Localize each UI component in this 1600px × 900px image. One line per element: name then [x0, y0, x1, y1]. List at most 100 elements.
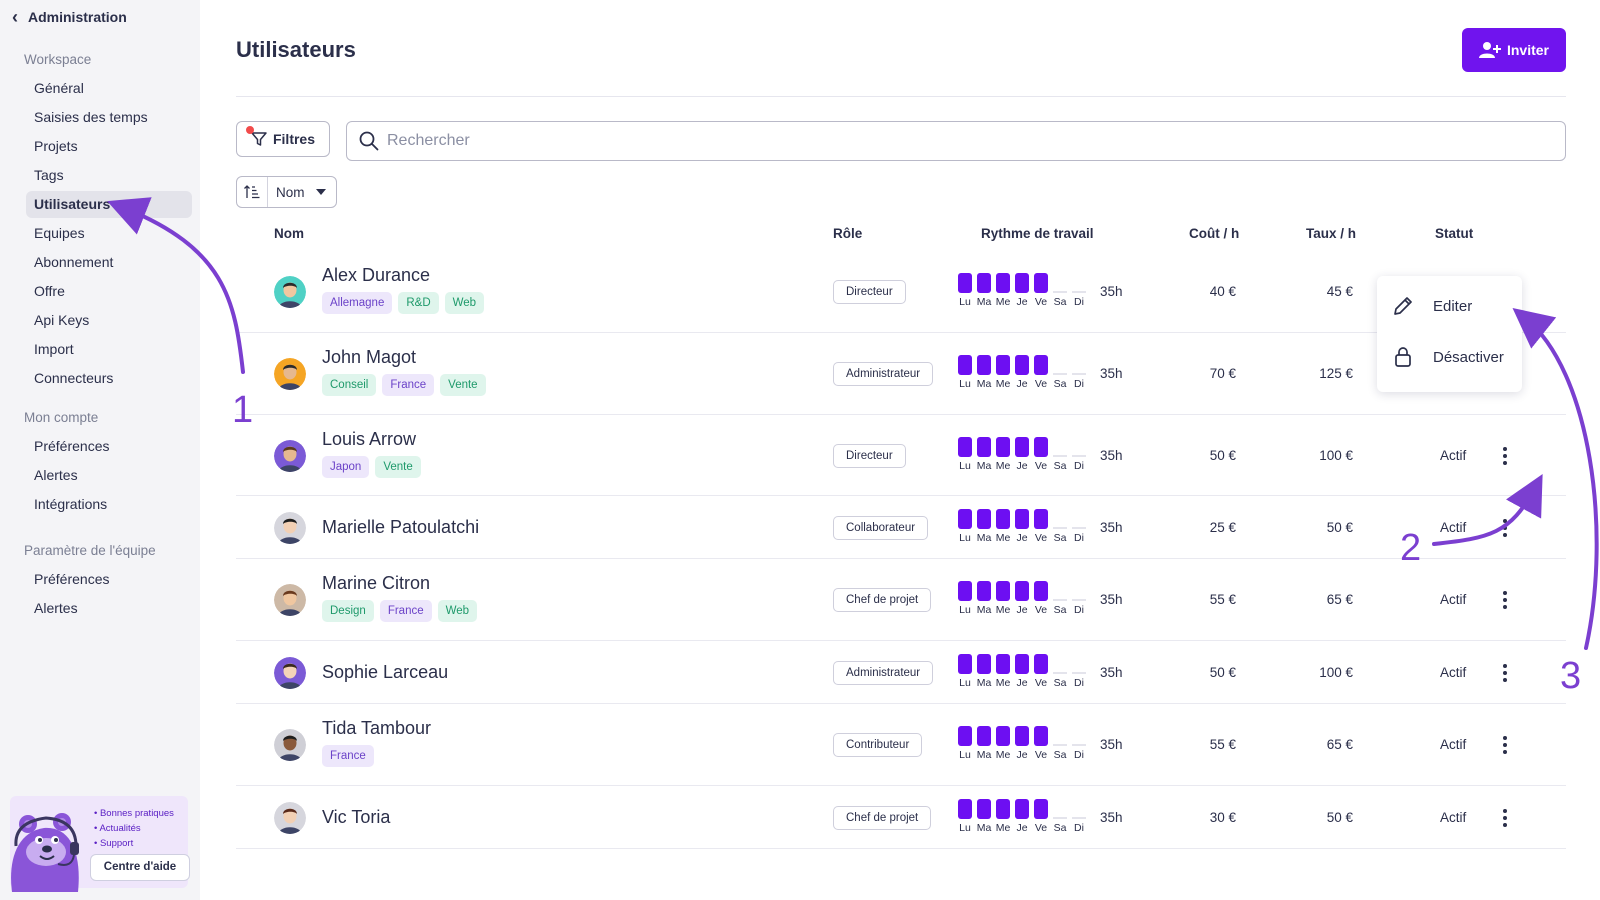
sidebar-item-alertes[interactable]: Alertes	[34, 600, 78, 616]
user-name[interactable]: Sophie Larceau	[322, 661, 449, 682]
sidebar-item-g-n-ral[interactable]: Général	[34, 80, 84, 96]
user-name[interactable]: John Magot	[322, 347, 417, 367]
day-bar	[977, 273, 991, 293]
table-row[interactable]: John Magot Conseil France Vente Administrate…	[236, 333, 1566, 415]
user-name[interactable]: Alex Durance	[322, 265, 431, 285]
day-bar	[1034, 726, 1048, 746]
sidebar-item-pr-f-rences[interactable]: Préférences	[34, 571, 110, 587]
table-row[interactable]: Marielle Patoulatchi Collaborateur Lu Ma Me J…	[236, 496, 1566, 559]
table-row[interactable]: Marine Citron Design France Web Chef de proj…	[236, 559, 1566, 641]
help-link[interactable]: • Bonnes pratiques	[94, 808, 174, 819]
sidebar-section-title: Paramètre de l'équipe	[24, 543, 156, 558]
role-badge: Directeur	[833, 443, 906, 468]
sidebar-item-abonnement[interactable]: Abonnement	[34, 254, 114, 270]
sidebar-item-connecteurs[interactable]: Connecteurs	[34, 370, 114, 386]
day-bar	[977, 581, 991, 601]
day-label: Lu	[959, 604, 971, 616]
add-user-icon	[1478, 42, 1501, 58]
column-header-work-rhythm[interactable]: Rythme de travail	[981, 226, 1094, 241]
search-input[interactable]	[387, 132, 1487, 150]
role-badge: Chef de projet	[833, 588, 932, 612]
day-label: Je	[1016, 676, 1028, 689]
edit-menu-item[interactable]: Editer	[1377, 284, 1522, 328]
tag-chip: Vente	[440, 374, 486, 396]
more-actions-icon[interactable]	[1496, 661, 1514, 685]
user-name[interactable]: Tida Tambour	[322, 718, 432, 738]
table-row[interactable]: Vic Toria Chef de projet Lu Ma Me Je Ve Sa Di 35h…	[236, 786, 1566, 849]
more-actions-icon[interactable]	[1496, 806, 1514, 830]
sidebar-item-int-grations[interactable]: Intégrations	[34, 496, 108, 512]
day-bar	[1015, 726, 1029, 746]
sidebar-item-offre[interactable]: Offre	[34, 283, 65, 299]
sidebar-item-alertes[interactable]: Alertes	[34, 467, 78, 483]
sidebar-item-import[interactable]: Import	[34, 341, 74, 357]
help-link[interactable]: • Actualités	[94, 823, 141, 834]
page-title: Utilisateurs	[236, 37, 356, 62]
day-label: Je	[1016, 459, 1028, 472]
user-name[interactable]: Louis Arrow	[322, 429, 417, 449]
column-header-role[interactable]: Rôle	[833, 226, 863, 241]
help-link[interactable]: • Support	[94, 838, 134, 849]
sidebar-item-equipes[interactable]: Equipes	[34, 225, 85, 241]
sidebar-item-projets[interactable]: Projets	[34, 138, 78, 154]
main-content: Utilisateurs Inviter Filtres	[236, 0, 1566, 900]
invite-button[interactable]: Inviter	[1462, 28, 1566, 72]
column-header-cost[interactable]: Coût / h	[1189, 226, 1240, 241]
user-name[interactable]: Marielle Patoulatchi	[322, 516, 480, 537]
more-actions-icon[interactable]	[1496, 444, 1514, 468]
day-label: Je	[1016, 531, 1028, 544]
hours: 35h	[1100, 592, 1123, 607]
rate-value: 100 €	[1319, 664, 1353, 680]
day-label: Di	[1074, 604, 1084, 616]
day-label: Di	[1074, 378, 1084, 390]
sort-ascending-icon[interactable]	[237, 177, 268, 207]
table-row[interactable]: Alex Durance Allemagne R&D Web Directeur Lu Ma…	[236, 251, 1566, 333]
day-label: Je	[1016, 749, 1028, 761]
sort-dropdown[interactable]: Nom	[236, 176, 337, 208]
hours: 35h	[1100, 737, 1123, 752]
day-bar	[958, 436, 972, 457]
day-label: Me	[995, 676, 1011, 689]
sidebar-item-pr-f-rences[interactable]: Préférences	[34, 438, 110, 454]
help-center-button[interactable]: Centre d'aide	[90, 854, 190, 881]
day-bar	[1015, 273, 1029, 293]
sidebar-section-title: Mon compte	[24, 410, 99, 425]
day-label: Me	[995, 531, 1011, 544]
more-actions-icon[interactable]	[1496, 733, 1514, 757]
user-name[interactable]: Vic Toria	[322, 806, 391, 827]
cost-value: 25 €	[1209, 519, 1236, 535]
avatar	[274, 511, 306, 544]
deactivate-menu-item[interactable]: Désactiver	[1377, 335, 1522, 379]
user-name[interactable]: Marine Citron	[322, 573, 431, 593]
chevron-left-icon: ‹	[12, 7, 18, 27]
day-bar	[996, 581, 1010, 601]
day-label: Je	[1016, 378, 1028, 390]
cost-value: 50 €	[1209, 447, 1236, 463]
header-divider	[236, 96, 1566, 97]
sidebar-item-saisies-des-temps[interactable]: Saisies des temps	[34, 109, 148, 125]
column-header-status[interactable]: Statut	[1435, 226, 1474, 241]
tag-chip: Web	[444, 292, 485, 314]
more-actions-icon[interactable]	[1496, 588, 1514, 612]
column-header-rate[interactable]: Taux / h	[1306, 226, 1357, 241]
role-badge: Chef de projet	[833, 805, 932, 830]
table-row[interactable]: Sophie Larceau Administrateur Lu Ma Me Je Ve Sa…	[236, 641, 1566, 704]
sidebar-item-tags[interactable]: Tags	[34, 167, 64, 183]
table-row[interactable]: Tida Tambour France Contributeur Lu Ma Me Je Ve…	[236, 704, 1566, 786]
sidebar-item-api-keys[interactable]: Api Keys	[34, 312, 90, 328]
back-to-administration[interactable]: ‹ Administration	[12, 8, 127, 26]
table-row[interactable]: Louis Arrow Japon Vente Directeur Lu Ma Me Je Ve…	[236, 415, 1566, 496]
day-label: Ma	[976, 378, 992, 390]
rate-value: 50 €	[1326, 519, 1353, 535]
more-actions-icon[interactable]	[1496, 516, 1514, 540]
day-bar	[1072, 744, 1086, 746]
column-header-name[interactable]: Nom	[274, 226, 304, 241]
day-bar	[1034, 273, 1048, 293]
filters-button[interactable]: Filtres	[236, 121, 330, 157]
day-bar	[1015, 355, 1029, 375]
day-bar	[1053, 816, 1067, 819]
row-context-menu: Editer Désactiver	[1377, 276, 1522, 392]
sidebar-item-utilisateurs[interactable]: Utilisateurs	[26, 191, 192, 218]
day-bar	[1034, 798, 1048, 819]
filter-icon	[251, 132, 267, 146]
